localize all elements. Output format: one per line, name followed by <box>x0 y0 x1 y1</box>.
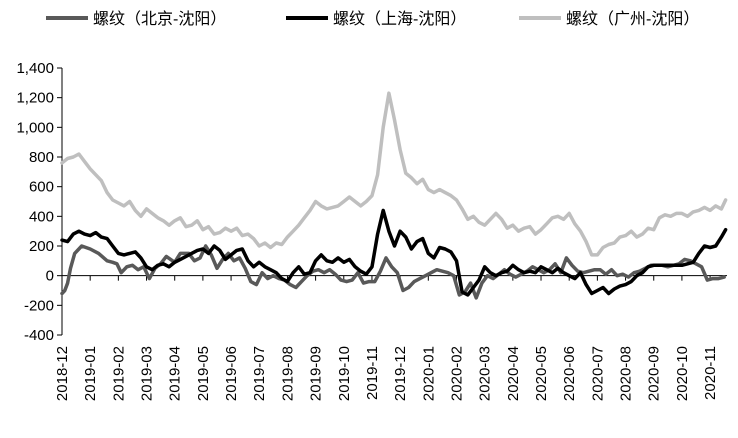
x-tick-label: 2019-10 <box>336 346 353 401</box>
y-tick-label: 400 <box>29 208 54 225</box>
y-tick-label: 1,200 <box>16 90 54 107</box>
x-tick-label: 2019-07 <box>251 346 268 401</box>
y-tick-label: 200 <box>29 238 54 255</box>
x-tick-label: 2019-12 <box>392 346 409 401</box>
legend-label-0: 螺纹（北京-沈阳） <box>93 10 226 28</box>
plot-series <box>60 91 728 300</box>
legend-label-2: 螺纹（广州-沈阳） <box>566 10 699 28</box>
x-tick-label: 2020-04 <box>505 346 522 401</box>
x-tick-label: 2019-05 <box>195 346 212 401</box>
x-tick-label: 2020-06 <box>561 346 578 401</box>
x-tick-label: 2020-05 <box>533 346 550 401</box>
x-tick-label: 2019-03 <box>139 346 156 401</box>
legend: 螺纹（北京-沈阳） 螺纹（上海-沈阳） 螺纹（广州-沈阳） <box>46 10 699 28</box>
x-tick-label: 2020-09 <box>646 346 663 401</box>
y-tick-label: 1,400 <box>16 60 54 77</box>
x-tick-label: 2020-07 <box>589 346 606 401</box>
series-line-1 <box>60 208 728 297</box>
x-tick-label: 2019-04 <box>167 346 184 401</box>
x-tick-label: 2020-03 <box>477 346 494 401</box>
legend-label-1: 螺纹（上海-沈阳） <box>333 10 466 28</box>
x-tick-label: 2019-02 <box>110 346 127 401</box>
y-tick-label: 1,000 <box>16 119 54 136</box>
y-tick-label: -400 <box>24 327 54 344</box>
y-axis: -400 -200 0 200 400 600 800 1,000 1,200 1,400 <box>16 60 63 344</box>
x-axis: 2018-12 2019-01 2019-02 2019-03 2019-04 2019-… <box>54 275 727 401</box>
x-tick-label: 2019-09 <box>308 346 325 401</box>
x-tick-label: 2020-01 <box>420 346 437 401</box>
x-tick-label: 2019-01 <box>82 346 99 401</box>
y-tick-label: 0 <box>46 268 54 285</box>
x-tick-label: 2019-06 <box>223 346 240 401</box>
x-tick-label: 2020-08 <box>618 346 635 401</box>
series-line-0 <box>60 244 726 300</box>
x-tick-label: 2020-11 <box>702 346 719 400</box>
y-tick-label: -200 <box>24 297 54 314</box>
y-tick-label: 600 <box>29 179 54 196</box>
x-tick-label: 2020-10 <box>674 346 691 401</box>
x-tick-label: 2020-02 <box>448 346 465 401</box>
y-tick-label: 800 <box>29 149 54 166</box>
x-tick-label: 2019-08 <box>279 346 296 401</box>
x-tick-label: 2019-11 <box>364 346 381 400</box>
x-tick-label: 2018-12 <box>54 346 71 401</box>
series-line-2 <box>60 91 728 257</box>
